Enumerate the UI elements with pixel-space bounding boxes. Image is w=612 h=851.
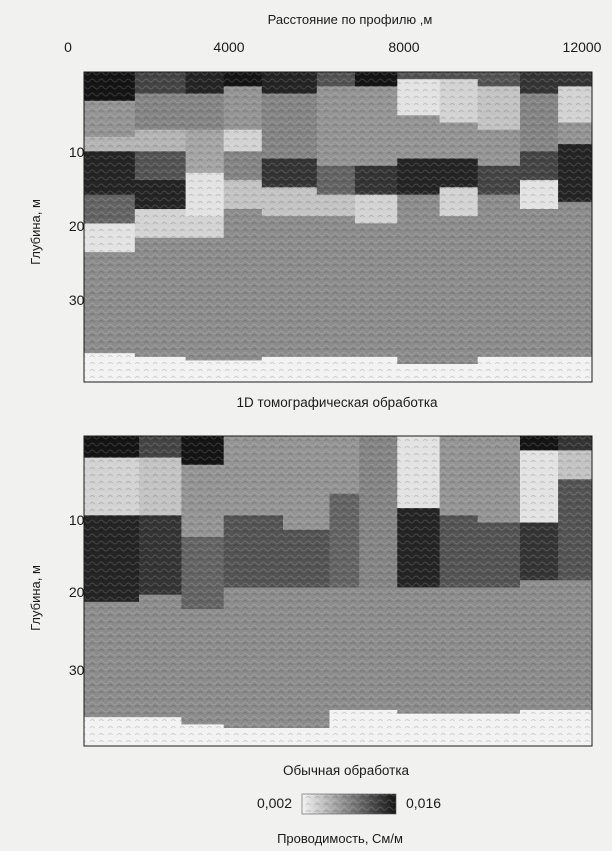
plot-frame	[83, 435, 593, 747]
panel-caption: 1D томографическая обработка	[236, 395, 438, 410]
plot-frame	[83, 71, 593, 383]
panel-caption: Обычная обработка	[283, 763, 410, 778]
x-axis-title: Расстояние по профилю ,м	[268, 12, 433, 27]
x-tick-label: 12000	[563, 39, 602, 55]
x-tick-label: 0	[64, 39, 72, 55]
x-tick-label: 8000	[388, 39, 419, 55]
colorbar-title: Проводимость, См/м	[277, 831, 403, 846]
panel-top: Расстояние по профилю ,м 0 4000 8000 120…	[28, 12, 602, 410]
y-axis-title: Глубина, м	[28, 199, 43, 265]
colorbar-texture	[302, 794, 396, 814]
colorbar: 0,002 0,016 Проводимость, См/м	[257, 793, 441, 846]
plot-area	[84, 436, 593, 747]
colorbar-min-label: 0,002	[257, 795, 292, 811]
cell-texture	[84, 72, 592, 382]
panel-bottom: Глубина, м 0 1000 2000 3000 Обычная обра…	[28, 435, 593, 778]
plot-area	[84, 72, 593, 383]
colorbar-max-label: 0,016	[406, 795, 441, 811]
x-tick-label: 4000	[213, 39, 244, 55]
y-axis-title: Глубина, м	[28, 565, 43, 631]
cell-texture	[84, 436, 592, 746]
